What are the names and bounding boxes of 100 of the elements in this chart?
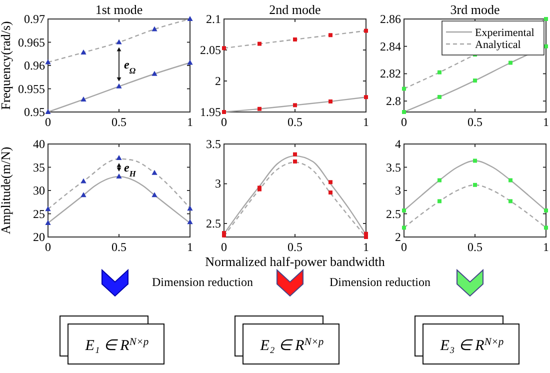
point [328, 180, 332, 184]
point [293, 159, 297, 164]
point [364, 28, 368, 33]
point [45, 220, 51, 226]
x-tick-label: 0.5 [288, 115, 302, 129]
x-tick-label: 0.5 [468, 115, 482, 129]
y-tick-label: 0.965 [18, 35, 45, 50]
point [438, 94, 442, 99]
point [116, 83, 122, 88]
x-tick-label: 0 [221, 240, 227, 254]
point [473, 182, 477, 187]
x-tick-label: 1 [543, 240, 549, 254]
text: Dimension reduction [152, 275, 253, 289]
y-tick-label: 25 [33, 206, 45, 221]
y-tick-label: 2.82 [380, 66, 401, 81]
point [45, 109, 51, 114]
point [80, 96, 86, 102]
annotation: e$_{H}$ [124, 160, 136, 178]
chart-title: 1st mode [95, 2, 143, 17]
point [187, 219, 193, 224]
point [187, 16, 193, 21]
annotation: e$_{Ω}$ [124, 57, 136, 75]
point [152, 70, 158, 76]
x-tick-label: 0.5 [112, 115, 126, 129]
point [508, 60, 512, 65]
point [438, 70, 442, 74]
point [293, 152, 297, 156]
y-tick-label: 2 [215, 74, 221, 88]
point [438, 199, 442, 204]
point [473, 158, 477, 163]
y-tick-label: 3 [395, 184, 401, 198]
x-tick-label: 1 [187, 240, 193, 254]
x-tick-label: 0.5 [468, 240, 482, 254]
x-tick-label: 0.5 [288, 240, 302, 254]
y-tick-label: 30 [33, 184, 45, 198]
point [45, 206, 51, 212]
x-tick-label: 0 [45, 115, 51, 129]
y-tick-label: 20 [33, 230, 45, 244]
text: Dimension reduction [330, 275, 430, 289]
point [222, 46, 226, 50]
y-tick-label: 2.8 [386, 94, 401, 108]
point [328, 190, 332, 194]
chart-title: 2nd mode [269, 2, 322, 17]
line-series [403, 184, 547, 228]
x-tick-label: 1 [363, 240, 369, 254]
point [45, 59, 51, 64]
point [152, 170, 158, 175]
x-tick-label: 0 [221, 115, 227, 129]
point [187, 60, 193, 65]
y-axis-title: Amplitude(m/N) [0, 146, 13, 234]
y-tick-label: 1.95 [200, 105, 221, 119]
point [258, 42, 262, 46]
x-tick-label: 0 [401, 240, 407, 254]
point [152, 26, 158, 32]
y-tick-label: 40 [33, 137, 45, 151]
text: E₂ ∈ R$^{N×p}$ [259, 336, 324, 354]
y-tick-label: 2.1 [206, 12, 221, 26]
y-tick-label: 3 [215, 176, 221, 191]
y-tick-label: 0.96 [24, 58, 45, 72]
line-series [223, 30, 367, 49]
point [473, 78, 477, 83]
point [508, 199, 512, 204]
point [328, 33, 332, 38]
point [116, 174, 122, 179]
point [402, 208, 406, 212]
y-tick-label: 2.86 [380, 12, 401, 26]
text: E₁ ∈ R$^{N×p}$ [84, 336, 149, 354]
y-tick-label: 4 [395, 137, 401, 151]
x-tick-label: 0.5 [112, 240, 126, 254]
point [187, 206, 193, 211]
legend-label: Analytical [475, 39, 521, 51]
x-axis-title: Normalized half-power bandwidth [205, 254, 386, 269]
y-tick-label: 3.5 [386, 160, 401, 174]
point [402, 86, 406, 91]
chart-title: 3rd mode [450, 2, 500, 17]
x-tick-label: 1 [187, 115, 193, 129]
point [402, 226, 406, 230]
point [80, 192, 86, 198]
y-tick-label: 0.955 [18, 82, 45, 96]
text: E₃ ∈ R$^{N×p}$ [439, 336, 504, 354]
point [293, 103, 297, 108]
legend-label: Experimental [475, 27, 534, 39]
y-tick-label: 2.5 [206, 216, 221, 230]
point [116, 154, 122, 160]
x-tick-label: 1 [543, 115, 549, 129]
point [544, 226, 548, 230]
point [364, 95, 368, 100]
x-tick-label: 1 [363, 115, 369, 129]
point [293, 37, 297, 42]
y-tick-label: 2.5 [386, 206, 401, 221]
point [80, 178, 86, 184]
point [116, 39, 122, 44]
y-tick-label: 0.95 [24, 105, 45, 119]
y-tick-label: 35 [33, 160, 45, 174]
point [152, 192, 158, 198]
point [508, 178, 512, 182]
y-tick-label: 2 [395, 230, 401, 244]
point [544, 208, 548, 212]
x-tick-label: 0 [45, 240, 51, 254]
x-tick-label: 0 [401, 115, 407, 129]
